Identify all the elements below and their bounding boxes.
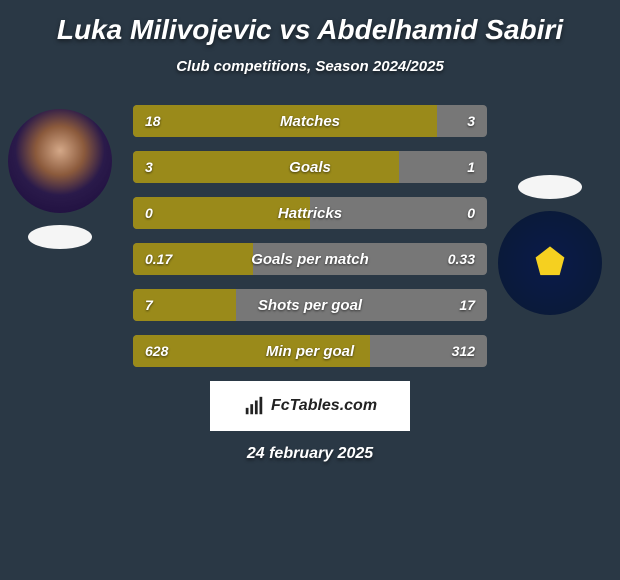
stat-label: Matches <box>133 105 487 137</box>
stat-row: 7Shots per goal17 <box>133 289 487 321</box>
watermark: FcTables.com <box>210 381 410 431</box>
stat-label: Shots per goal <box>133 289 487 321</box>
stat-row: 3Goals1 <box>133 151 487 183</box>
chart-icon <box>243 395 265 417</box>
stat-label: Goals per match <box>133 243 487 275</box>
stat-right-value: 3 <box>467 105 475 137</box>
watermark-text: FcTables.com <box>271 397 377 415</box>
player-left-block <box>8 109 112 249</box>
stat-row: 0.17Goals per match0.33 <box>133 243 487 275</box>
stat-right-value: 0 <box>467 197 475 229</box>
date-text: 24 february 2025 <box>0 445 620 463</box>
stat-label: Goals <box>133 151 487 183</box>
player-right-flag <box>518 175 582 199</box>
player-left-flag <box>28 225 92 249</box>
stat-right-value: 0.33 <box>448 243 475 275</box>
subtitle: Club competitions, Season 2024/2025 <box>0 58 620 75</box>
player-right-block <box>498 163 602 315</box>
stat-bars: 18Matches33Goals10Hattricks00.17Goals pe… <box>133 105 487 367</box>
stat-row: 628Min per goal312 <box>133 335 487 367</box>
stat-right-value: 1 <box>467 151 475 183</box>
stat-right-value: 312 <box>452 335 475 367</box>
player-left-avatar <box>8 109 112 213</box>
stat-right-value: 17 <box>459 289 475 321</box>
stat-label: Min per goal <box>133 335 487 367</box>
stat-row: 0Hattricks0 <box>133 197 487 229</box>
comparison-content: 18Matches33Goals10Hattricks00.17Goals pe… <box>0 105 620 463</box>
page-title: Luka Milivojevic vs Abdelhamid Sabiri <box>0 0 620 46</box>
stat-label: Hattricks <box>133 197 487 229</box>
player-right-club-badge <box>498 211 602 315</box>
stat-row: 18Matches3 <box>133 105 487 137</box>
